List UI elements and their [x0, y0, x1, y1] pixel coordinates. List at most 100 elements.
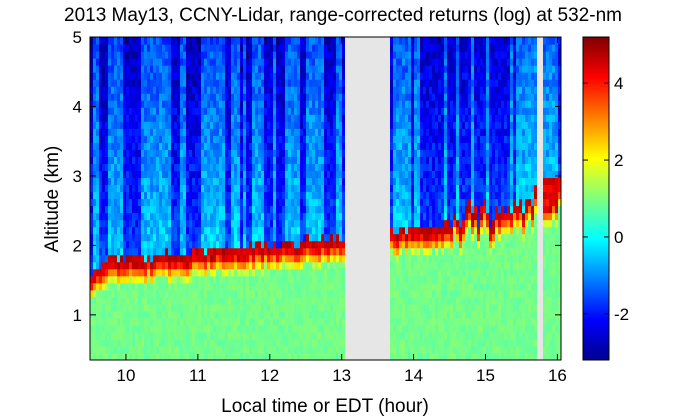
- heatmap-cell: [417, 275, 421, 284]
- heatmap-cell: [129, 170, 133, 179]
- heatmap-cell: [297, 233, 301, 242]
- heatmap-cell: [141, 163, 145, 172]
- heatmap-cell: [432, 254, 436, 263]
- heatmap-cell: [456, 240, 460, 249]
- heatmap-cell: [225, 331, 229, 340]
- heatmap-cell: [153, 121, 157, 129]
- heatmap-cell: [234, 338, 238, 347]
- heatmap-cell: [135, 170, 139, 179]
- heatmap-cell: [246, 233, 250, 242]
- heatmap-cell: [210, 289, 214, 298]
- heatmap-cell: [243, 37, 247, 45]
- heatmap-cell: [417, 184, 421, 193]
- heatmap-cell: [432, 100, 436, 108]
- heatmap-cell: [246, 121, 250, 129]
- heatmap-cell: [309, 142, 313, 150]
- heatmap-cell: [276, 149, 280, 157]
- heatmap-cell: [408, 331, 412, 340]
- heatmap-cell: [291, 345, 295, 354]
- heatmap-cell: [417, 212, 421, 221]
- heatmap-cell: [255, 289, 259, 298]
- heatmap-cell: [252, 37, 256, 45]
- heatmap-cell: [96, 121, 100, 129]
- heatmap-cell: [132, 205, 136, 214]
- heatmap-cell: [123, 268, 127, 277]
- heatmap-cell: [138, 149, 142, 157]
- heatmap-cell: [270, 240, 274, 249]
- heatmap-cell: [390, 72, 394, 80]
- heatmap-cell: [258, 79, 262, 87]
- heatmap-cell: [291, 149, 295, 157]
- heatmap-cell: [222, 170, 226, 179]
- heatmap-cell: [303, 254, 307, 263]
- heatmap-cell: [429, 233, 433, 242]
- heatmap-cell: [429, 289, 433, 298]
- heatmap-cell: [264, 296, 268, 305]
- heatmap-cell: [183, 135, 187, 143]
- heatmap-cell: [111, 289, 115, 298]
- heatmap-cell: [294, 114, 298, 122]
- heatmap-cell: [210, 149, 214, 157]
- heatmap-cell: [255, 296, 259, 305]
- heatmap-cell: [315, 37, 319, 45]
- heatmap-cell: [456, 289, 460, 298]
- heatmap-cell: [267, 247, 271, 256]
- heatmap-cell: [336, 163, 340, 172]
- heatmap-cell: [306, 65, 310, 73]
- heatmap-cell: [93, 219, 97, 228]
- heatmap-cell: [435, 44, 439, 52]
- heatmap-cell: [237, 240, 241, 249]
- heatmap-cell: [336, 338, 340, 347]
- heatmap-cell: [168, 303, 172, 312]
- heatmap-cell: [270, 352, 274, 360]
- heatmap-cell: [243, 289, 247, 298]
- heatmap-cell: [111, 191, 115, 200]
- heatmap-cell: [117, 233, 121, 242]
- heatmap-cell: [207, 177, 211, 186]
- heatmap-cell: [96, 100, 100, 108]
- heatmap-cell: [222, 289, 226, 298]
- heatmap-cell: [126, 261, 130, 270]
- heatmap-cell: [114, 86, 118, 94]
- heatmap-cell: [321, 289, 325, 298]
- heatmap-cell: [213, 163, 217, 172]
- heatmap-cell: [285, 282, 289, 291]
- heatmap-cell: [93, 100, 97, 108]
- heatmap-cell: [177, 107, 181, 115]
- heatmap-cell: [114, 79, 118, 87]
- heatmap-cell: [231, 198, 235, 207]
- heatmap-cell: [195, 317, 199, 326]
- heatmap-cell: [285, 149, 289, 157]
- heatmap-cell: [336, 191, 340, 200]
- heatmap-cell: [288, 163, 292, 172]
- heatmap-cell: [258, 282, 262, 291]
- heatmap-cell: [162, 324, 166, 333]
- heatmap-cell: [333, 261, 337, 270]
- heatmap-cell: [243, 156, 247, 164]
- heatmap-cell: [303, 37, 307, 45]
- heatmap-cell: [123, 247, 127, 256]
- heatmap-cell: [195, 212, 199, 221]
- heatmap-cell: [105, 93, 109, 101]
- heatmap-cell: [306, 317, 310, 326]
- heatmap-cell: [183, 107, 187, 115]
- heatmap-cell: [417, 163, 421, 172]
- heatmap-cell: [405, 191, 409, 200]
- heatmap-cell: [216, 86, 220, 94]
- heatmap-cell: [300, 177, 304, 186]
- heatmap-cell: [324, 352, 328, 360]
- heatmap-cell: [120, 170, 124, 179]
- heatmap-cell: [246, 170, 250, 179]
- heatmap-cell: [198, 58, 202, 66]
- heatmap-cell: [426, 345, 430, 354]
- heatmap-cell: [168, 324, 172, 333]
- heatmap-cell: [303, 100, 307, 108]
- heatmap-cell: [111, 107, 115, 115]
- heatmap-cell: [318, 226, 322, 235]
- heatmap-cell: [435, 303, 439, 312]
- heatmap-cell: [132, 303, 136, 312]
- heatmap-cell: [216, 324, 220, 333]
- heatmap-cell: [297, 310, 301, 319]
- heatmap-cell: [447, 107, 451, 115]
- heatmap-cell: [306, 177, 310, 186]
